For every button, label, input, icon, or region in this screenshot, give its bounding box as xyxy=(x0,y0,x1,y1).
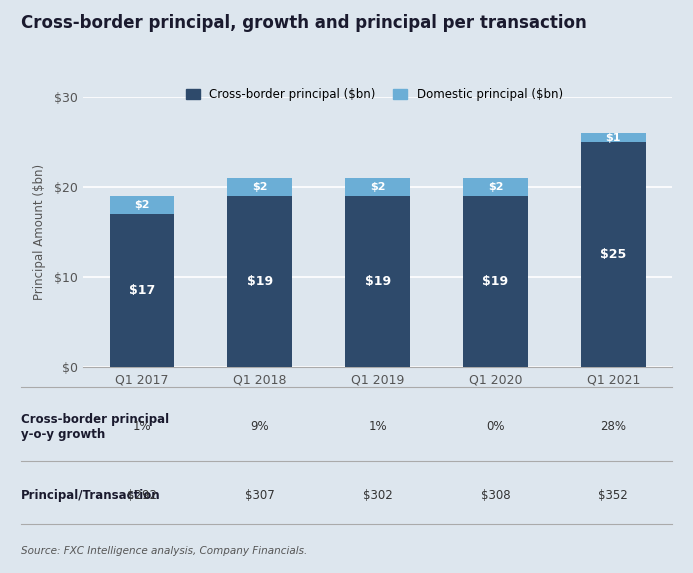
Text: 0%: 0% xyxy=(486,421,505,433)
Text: Principal/Transaction: Principal/Transaction xyxy=(21,489,160,502)
Bar xyxy=(345,196,410,367)
Text: $17: $17 xyxy=(129,284,155,297)
Text: $19: $19 xyxy=(482,275,509,288)
Text: $1: $1 xyxy=(606,133,621,143)
Bar xyxy=(581,134,646,142)
Bar xyxy=(109,196,175,214)
Text: $308: $308 xyxy=(481,489,510,502)
Text: $292: $292 xyxy=(127,489,157,502)
Bar xyxy=(345,178,410,196)
Bar xyxy=(463,196,528,367)
Text: 28%: 28% xyxy=(600,421,626,433)
Text: Source: FXC Intelligence analysis, Company Financials.: Source: FXC Intelligence analysis, Compa… xyxy=(21,546,307,556)
Text: $2: $2 xyxy=(370,182,385,192)
Text: $2: $2 xyxy=(252,182,267,192)
Bar xyxy=(581,142,646,367)
Text: $19: $19 xyxy=(365,275,391,288)
Bar xyxy=(227,196,292,367)
Text: $19: $19 xyxy=(247,275,273,288)
Text: $302: $302 xyxy=(363,489,392,502)
Text: $25: $25 xyxy=(600,248,626,261)
Text: $2: $2 xyxy=(134,200,150,210)
Bar xyxy=(463,178,528,196)
Text: 1%: 1% xyxy=(369,421,387,433)
Bar xyxy=(227,178,292,196)
Text: $307: $307 xyxy=(245,489,274,502)
Legend: Cross-border principal ($bn), Domestic principal ($bn): Cross-border principal ($bn), Domestic p… xyxy=(181,83,568,105)
Y-axis label: Principal Amount ($bn): Principal Amount ($bn) xyxy=(33,164,46,300)
Text: 1%: 1% xyxy=(133,421,151,433)
Text: Cross-border principal, growth and principal per transaction: Cross-border principal, growth and princ… xyxy=(21,14,586,32)
Text: 9%: 9% xyxy=(251,421,269,433)
Text: $2: $2 xyxy=(488,182,503,192)
Text: $352: $352 xyxy=(599,489,628,502)
Bar xyxy=(109,214,175,367)
Text: Cross-border principal
y-o-y growth: Cross-border principal y-o-y growth xyxy=(21,413,169,441)
